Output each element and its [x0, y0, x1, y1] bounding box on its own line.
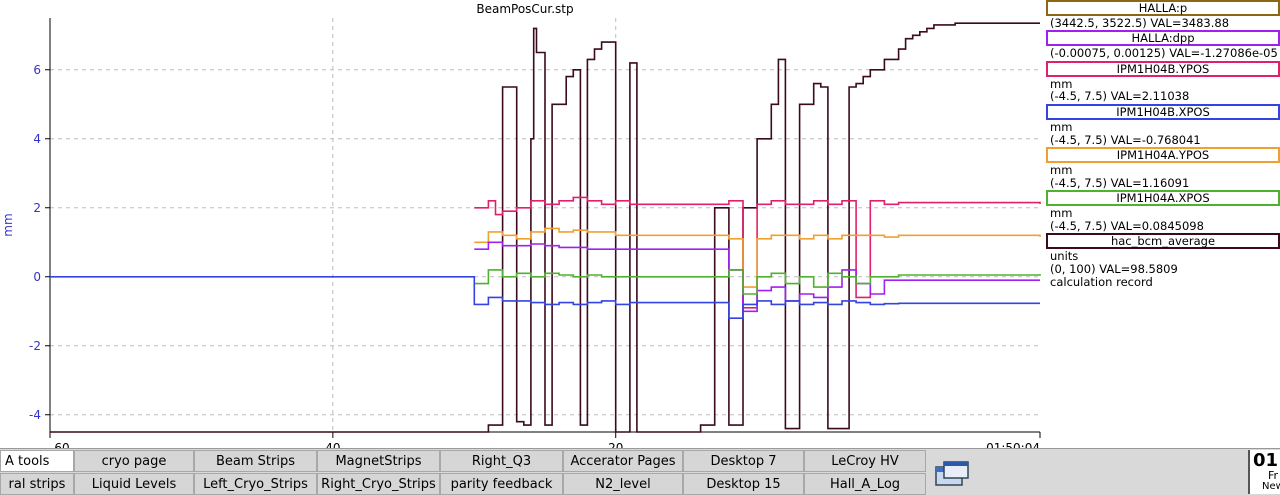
- y-tick-label: 0: [33, 270, 41, 284]
- taskbar-button-lecroy-hv[interactable]: LeCroy HV: [804, 450, 926, 472]
- taskbar-button-desktop-15[interactable]: Desktop 15: [683, 473, 804, 495]
- legend-detail: mm: [1050, 76, 1073, 91]
- clock-date: New: [1262, 481, 1280, 492]
- series-line-ipm1h04a-xpos: [474, 269, 1041, 295]
- legend-detail: (0, 100) VAL=98.5809: [1050, 261, 1178, 276]
- legend-detail: mm: [1050, 205, 1073, 220]
- y-tick-label: 2: [33, 201, 41, 215]
- legend-detail: (-4.5, 7.5) VAL=0.0845098: [1050, 218, 1204, 233]
- legend-detail: (-4.5, 7.5) VAL=1.16091: [1050, 175, 1190, 190]
- clock-time: 01: [1253, 450, 1279, 471]
- chart-title: BeamPosCur.stp: [476, 2, 573, 16]
- x-tick-label: 40: [325, 441, 340, 448]
- legend-entry-ipm1h04b-xpos[interactable]: IPM1H04B.XPOS: [1046, 103, 1280, 120]
- taskbar-button-left-cryo-strips[interactable]: Left_Cryo_Strips: [194, 473, 317, 495]
- taskbar-button-right-cryo-strips[interactable]: Right_Cryo_Strips: [317, 473, 440, 495]
- legend-entry-hac-bcm-average[interactable]: hac_bcm_average: [1046, 233, 1280, 249]
- window-list-icon[interactable]: [932, 459, 972, 489]
- taskbar-button-hall-a-log[interactable]: Hall_A_Log: [804, 473, 926, 495]
- series-line-halla-dpp: [474, 241, 1040, 313]
- taskbar-button-parity-feedback[interactable]: parity feedback: [440, 473, 563, 495]
- taskbar-button-liquid-levels[interactable]: Liquid Levels: [74, 473, 194, 495]
- taskbar-button-n2-level[interactable]: N2_level: [563, 473, 683, 495]
- taskbar-button-ral-strips[interactable]: ral strips: [0, 473, 74, 495]
- series-line-ipm1h04b-ypos: [474, 196, 1041, 309]
- legend-detail: (-0.00075, 0.00125) VAL=-1.27086e-05: [1050, 46, 1278, 61]
- taskbar-button-right-q3[interactable]: Right_Q3: [440, 450, 563, 472]
- legend-detail: mm: [1050, 162, 1073, 177]
- legend-detail: units: [1050, 249, 1079, 263]
- clock-day: Fr: [1268, 469, 1279, 482]
- legend-entry-halla-p[interactable]: HALLA:p: [1046, 0, 1280, 16]
- legend-detail: calculation record: [1050, 274, 1153, 289]
- x-tick-label: 20: [608, 441, 623, 448]
- y-tick-label: 6: [33, 63, 41, 77]
- legend-entry-ipm1h04a-xpos[interactable]: IPM1H04A.XPOS: [1046, 189, 1280, 206]
- y-tick-label: -4: [29, 408, 41, 422]
- legend-entry-ipm1h04a-ypos[interactable]: IPM1H04A.YPOS: [1046, 146, 1280, 163]
- taskbar-button-a-tools[interactable]: A tools: [0, 450, 74, 472]
- taskbar: A tools cryo page Beam Strips MagnetStrips R…: [0, 448, 1280, 495]
- taskbar-button-cryo-page[interactable]: cryo page: [74, 450, 194, 472]
- legend-entry-ipm1h04b-ypos[interactable]: IPM1H04B.YPOS: [1046, 60, 1280, 77]
- legend-entry-halla-dpp[interactable]: HALLA:dpp: [1046, 30, 1280, 47]
- legend-panel: HALLA:p (3442.5, 3522.5) VAL=3483.88 HALLA…: [1046, 0, 1280, 448]
- legend-detail: (3442.5, 3522.5) VAL=3483.88: [1050, 16, 1230, 30]
- x-tick-label: 60: [54, 441, 69, 448]
- y-tick-label: 4: [33, 132, 41, 146]
- x-tick-label: 01:50:04: [986, 441, 1040, 448]
- series-line-ipm1h04b-xpos: [50, 276, 1040, 319]
- taskbar-button-accerator-pages[interactable]: Accerator Pages: [563, 450, 683, 472]
- legend-detail: (-4.5, 7.5) VAL=2.11038: [1050, 89, 1190, 104]
- legend-detail: mm: [1050, 119, 1073, 134]
- y-axis-label: mm: [1, 213, 15, 236]
- taskbar-button-desktop-7[interactable]: Desktop 7: [683, 450, 804, 472]
- taskbar-button-beam-strips[interactable]: Beam Strips: [194, 450, 317, 472]
- y-tick-label: -2: [29, 339, 41, 353]
- legend-detail: (-4.5, 7.5) VAL=-0.768041: [1050, 132, 1201, 147]
- clock[interactable]: 01 Fr New: [1248, 450, 1280, 494]
- taskbar-button-magnetstrips[interactable]: MagnetStrips: [317, 450, 440, 472]
- series-line-ipm1h04a-ypos: [474, 227, 1041, 288]
